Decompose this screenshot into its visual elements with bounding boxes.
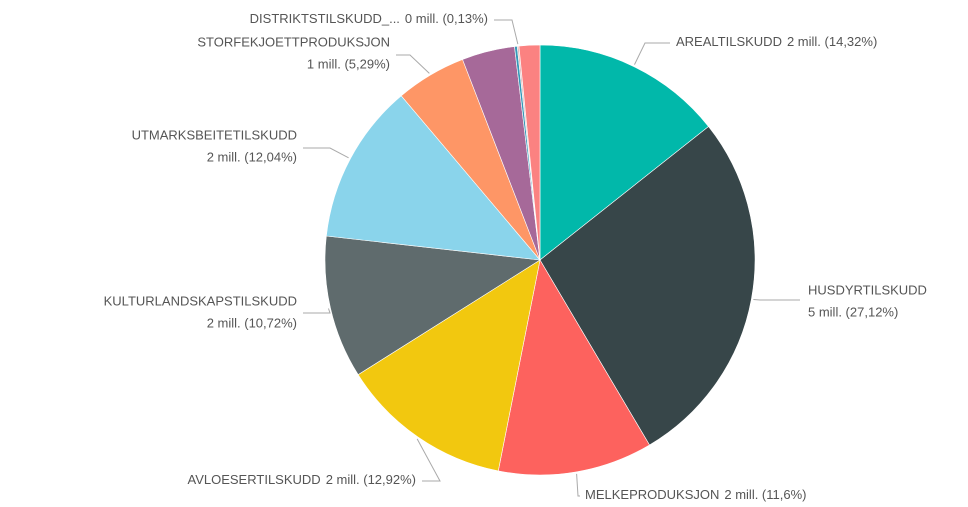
category-label: MELKEPRODUKSJON [585, 487, 719, 502]
value-label: 2 mill. (11,6%) [724, 487, 806, 502]
category-label: UTMARKSBEITETILSKUDD [132, 127, 297, 142]
category-label: DISTRIKTSTILSKUDD_... [250, 11, 400, 26]
value-label: 5 mill. (27,12%) [808, 304, 898, 319]
value-label: 1 mill. (5,29%) [307, 56, 390, 71]
value-label: 0 mill. (0,13%) [405, 11, 488, 26]
pie-slice [326, 95, 541, 261]
data-label: DISTRIKTSTILSKUDD_... 0 mill. (0,13%) [250, 11, 488, 26]
value-label: 2 mill. (10,72%) [207, 315, 297, 330]
category-label: AVLOESERTILSKUDD [188, 472, 321, 487]
value-label: 2 mill. (14,32%) [787, 34, 877, 49]
category-label: HUSDYRTILSKUDD [808, 282, 927, 297]
data-label: AREALTILSKUDD 2 mill. (14,32%) [676, 34, 877, 49]
pie-slice [539, 126, 756, 446]
leader-line [303, 308, 331, 314]
leader-line [303, 147, 349, 159]
leader-line [576, 473, 580, 497]
category-label: AREALTILSKUDD [676, 34, 782, 49]
pie-slice [357, 259, 541, 472]
leader-line [416, 438, 441, 482]
pie-slice [324, 235, 541, 376]
leader-line [396, 54, 430, 74]
pie-slice [518, 44, 541, 261]
pie-slice [497, 259, 650, 476]
leader-line [634, 42, 670, 65]
category-label: KULTURLANDSKAPSTILSKUDD [104, 293, 297, 308]
value-label: 2 mill. (12,92%) [326, 472, 416, 487]
data-label: AVLOESERTILSKUDD 2 mill. (12,92%) [188, 472, 417, 487]
category-label: STORFEKJOETTPRODUKSJON [197, 34, 390, 49]
value-label: 2 mill. (12,04%) [207, 149, 297, 164]
leader-line [494, 19, 519, 45]
pie-slice [539, 44, 709, 261]
data-label: MELKEPRODUKSJON 2 mill. (11,6%) [585, 487, 807, 502]
